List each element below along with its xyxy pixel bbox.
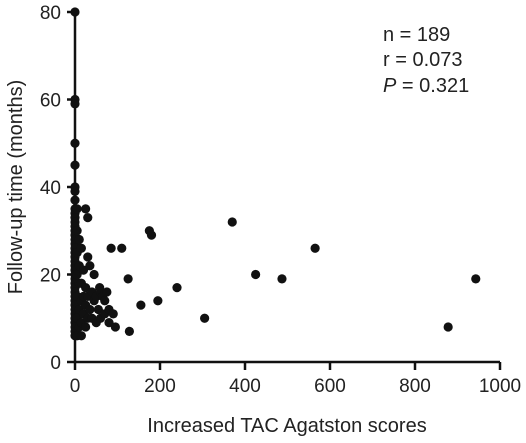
data-point	[100, 296, 110, 306]
stat-p-value: = 0.321	[396, 75, 469, 97]
data-point	[70, 138, 80, 148]
data-point	[72, 226, 82, 236]
y-tick-label: 80	[40, 3, 61, 24]
x-tick-label: 600	[314, 376, 346, 397]
data-point	[81, 204, 91, 214]
data-point	[227, 217, 237, 227]
data-point	[76, 243, 86, 253]
data-point	[83, 252, 93, 262]
data-point	[124, 326, 134, 336]
data-point	[443, 322, 453, 332]
data-point	[153, 296, 163, 306]
data-point	[89, 269, 99, 280]
y-tick-label: 0	[50, 353, 61, 374]
data-points	[70, 7, 481, 341]
data-point	[471, 274, 481, 284]
data-point	[85, 304, 95, 315]
data-point	[146, 230, 157, 240]
data-point	[200, 313, 210, 323]
data-point	[70, 7, 80, 17]
data-point	[72, 204, 82, 214]
data-point	[117, 243, 127, 253]
data-point	[277, 274, 287, 284]
data-point	[74, 234, 84, 245]
stat-r: r = 0.073	[383, 49, 463, 71]
data-point	[102, 287, 112, 297]
data-point	[251, 269, 261, 280]
data-point	[136, 300, 146, 310]
data-point	[106, 243, 116, 253]
stats-annotation: n = 189 r = 0.073 P = 0.321	[383, 24, 469, 97]
y-ticks: 0 20 40 60 80	[40, 3, 75, 374]
x-ticks: 0 200 400 600 800 1000	[70, 362, 521, 397]
stat-n: n = 189	[383, 24, 450, 46]
data-point	[70, 99, 80, 109]
data-point	[70, 160, 80, 170]
x-tick-label: 0	[70, 376, 81, 397]
x-tick-label: 400	[229, 376, 261, 397]
stat-p: P = 0.321	[383, 75, 469, 97]
x-tick-label: 800	[399, 376, 431, 397]
data-point	[172, 283, 182, 293]
data-point	[123, 274, 133, 284]
x-tick-label: 200	[144, 376, 176, 397]
x-axis-title: Increased TAC Agatston scores	[147, 415, 426, 437]
data-point	[110, 322, 120, 332]
y-tick-label: 20	[40, 266, 61, 287]
data-point	[310, 243, 320, 253]
data-point	[83, 213, 93, 223]
data-point	[70, 195, 80, 205]
data-point	[76, 331, 86, 341]
data-point	[108, 309, 118, 319]
data-point	[85, 261, 95, 271]
y-tick-label: 60	[40, 91, 61, 112]
y-axis-title: Follow-up time (months)	[5, 80, 27, 295]
stat-p-symbol: P	[383, 75, 397, 97]
data-point	[81, 322, 91, 332]
data-point	[70, 186, 80, 196]
y-tick-label: 40	[40, 178, 61, 199]
x-tick-label: 1000	[479, 376, 521, 397]
